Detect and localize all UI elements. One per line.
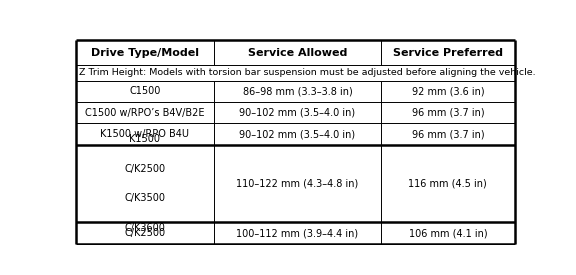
Text: Z Trim Height: Models with torsion bar suspension must be adjusted before aligni: Z Trim Height: Models with torsion bar s… bbox=[79, 68, 536, 77]
Text: C/K2500: C/K2500 bbox=[124, 228, 165, 238]
Text: 96 mm (3.7 in): 96 mm (3.7 in) bbox=[411, 108, 484, 118]
Text: Drive Type/Model: Drive Type/Model bbox=[91, 48, 199, 58]
Text: 90–102 mm (3.5–4.0 in): 90–102 mm (3.5–4.0 in) bbox=[240, 108, 355, 118]
Text: Service Preferred: Service Preferred bbox=[393, 48, 503, 58]
Text: 86–98 mm (3.3–3.8 in): 86–98 mm (3.3–3.8 in) bbox=[242, 87, 353, 97]
Text: 106 mm (4.1 in): 106 mm (4.1 in) bbox=[408, 228, 487, 238]
Text: C1500 w/RPO’s B4V/B2E: C1500 w/RPO’s B4V/B2E bbox=[85, 108, 204, 118]
Text: K1500

C/K2500

C/K3500

C/K3600: K1500 C/K2500 C/K3500 C/K3600 bbox=[124, 134, 165, 233]
Text: 116 mm (4.5 in): 116 mm (4.5 in) bbox=[408, 178, 487, 189]
Text: 110–122 mm (4.3–4.8 in): 110–122 mm (4.3–4.8 in) bbox=[236, 178, 358, 189]
Text: C1500: C1500 bbox=[129, 87, 161, 97]
Text: 96 mm (3.7 in): 96 mm (3.7 in) bbox=[411, 129, 484, 139]
Text: K1500 w/RPO B4U: K1500 w/RPO B4U bbox=[100, 129, 190, 139]
Text: 90–102 mm (3.5–4.0 in): 90–102 mm (3.5–4.0 in) bbox=[240, 129, 355, 139]
Text: Service Allowed: Service Allowed bbox=[248, 48, 347, 58]
Text: 92 mm (3.6 in): 92 mm (3.6 in) bbox=[411, 87, 484, 97]
Text: 100–112 mm (3.9–4.4 in): 100–112 mm (3.9–4.4 in) bbox=[236, 228, 358, 238]
